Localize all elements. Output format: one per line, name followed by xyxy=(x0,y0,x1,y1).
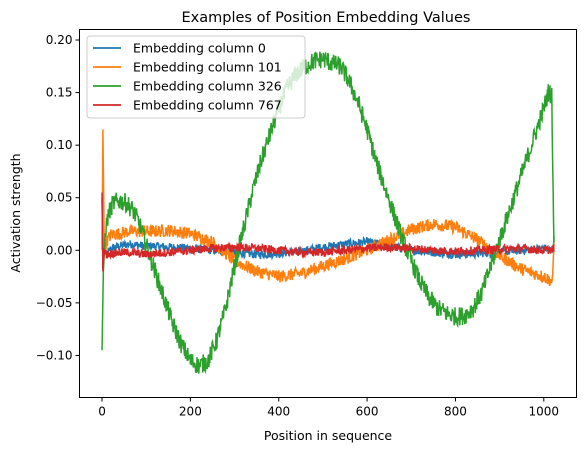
legend-box xyxy=(86,35,306,119)
y-tick-label: 0.05 xyxy=(46,191,73,205)
y-axis-label: Activation strength xyxy=(8,153,23,272)
legend-label-0: Embedding column 0 xyxy=(133,41,266,56)
x-tick-label: 800 xyxy=(444,405,467,419)
plot-frame xyxy=(79,29,577,398)
series-line-1 xyxy=(101,129,555,287)
legend: Embedding column 0 Embedding column 101 Em… xyxy=(86,35,306,119)
series-line-2 xyxy=(101,51,555,375)
axes-layer: 0 200 400 600 800 1000 −0.10 −0.05 0.00 0.05 0.10 0… xyxy=(36,33,559,418)
legend-label-2: Embedding column 326 xyxy=(133,79,282,94)
y-tick-label: −0.10 xyxy=(36,348,73,362)
y-tick-label: 0.20 xyxy=(46,33,73,47)
x-tick-label: 0 xyxy=(98,405,106,419)
series-line-3 xyxy=(101,192,555,272)
legend-label-1: Embedding column 101 xyxy=(133,60,282,75)
chart-title: Examples of Position Embedding Values xyxy=(182,10,471,26)
x-tick-label: 200 xyxy=(179,405,202,419)
y-tick-label: 0.10 xyxy=(46,138,73,152)
y-tick-label: 0.00 xyxy=(46,243,73,257)
legend-label-3: Embedding column 767 xyxy=(133,98,282,113)
y-tick-label: −0.05 xyxy=(36,296,73,310)
x-axis-label: Position in sequence xyxy=(264,428,393,443)
x-tick-label: 1000 xyxy=(529,405,560,419)
x-tick-label: 400 xyxy=(267,405,290,419)
y-tick-label: 0.15 xyxy=(46,86,73,100)
series-layer xyxy=(101,51,555,375)
x-tick-label: 600 xyxy=(356,405,379,419)
